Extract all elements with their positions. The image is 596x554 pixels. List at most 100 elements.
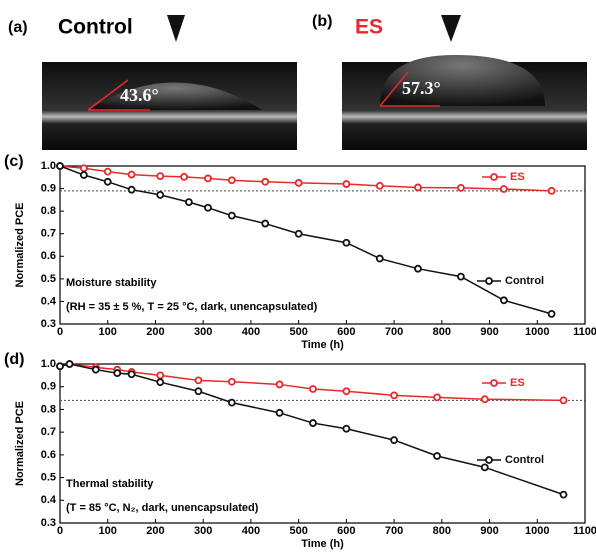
point: [194, 376, 203, 385]
point: [204, 174, 212, 183]
point: [156, 172, 165, 181]
point: [227, 377, 236, 386]
legend-label: Control: [505, 275, 544, 287]
x-tick-label: 0: [57, 525, 63, 537]
point: [103, 167, 112, 176]
panel-a: (a) Control 43.6°: [8, 15, 297, 150]
point: [390, 436, 398, 444]
x-tick-label: 400: [242, 326, 260, 338]
point: [127, 170, 136, 179]
point: [559, 490, 568, 499]
x-tick-label: 300: [194, 326, 212, 338]
x-tick-label: 0: [57, 326, 63, 338]
x-tick-label: 200: [146, 326, 164, 338]
y-tick-label: 0.8: [41, 403, 56, 415]
x-tick-label: 700: [385, 525, 403, 537]
tangent: [379, 71, 409, 107]
y-tick-label: 1.0: [41, 160, 56, 172]
x-tick-label: 700: [385, 326, 403, 338]
y-tick-label: 0.5: [41, 471, 56, 483]
x-tick-label: 900: [480, 525, 498, 537]
annotation: Thermal stability: [66, 478, 154, 490]
series-line: [59, 363, 564, 402]
y-tick-label: 0.3: [41, 318, 56, 330]
point: [375, 181, 384, 190]
x-tick-label: 200: [146, 525, 164, 537]
point: [499, 185, 508, 193]
point: [547, 309, 556, 318]
point: [275, 380, 284, 389]
angle-label: 57.3°: [402, 78, 441, 98]
y-tick-label: 0.9: [41, 182, 56, 194]
y-tick-label: 0.6: [41, 250, 56, 262]
point: [342, 180, 351, 188]
series-line: [59, 165, 552, 192]
point: [342, 387, 351, 396]
point: [547, 186, 556, 195]
x-tick-label: 1100: [573, 525, 596, 537]
point: [56, 162, 64, 170]
point: [180, 172, 188, 181]
point: [390, 391, 398, 400]
point: [559, 396, 568, 405]
point: [414, 183, 422, 192]
y-tick-label: 1.0: [41, 358, 56, 370]
panel-label: (d): [4, 351, 24, 368]
legend-label: ES: [510, 171, 525, 183]
y-axis-label: Normalized PCE: [14, 203, 26, 288]
plot-frame: [59, 165, 586, 325]
plot-frame: [59, 363, 586, 524]
x-tick-label: 100: [99, 525, 117, 537]
point: [480, 463, 489, 472]
x-tick-label: 300: [194, 525, 212, 537]
point: [91, 365, 100, 374]
point: [342, 238, 351, 247]
point: [309, 385, 317, 393]
point: [156, 378, 165, 387]
y-tick-label: 0.9: [41, 381, 56, 393]
x-tick-label: 900: [480, 326, 498, 338]
point: [156, 190, 165, 199]
needle: [441, 15, 461, 42]
annotation: (T = 85 °C, N₂, dark, unencapsulated): [66, 502, 259, 514]
point: [79, 164, 88, 173]
point: [127, 185, 136, 194]
panel-label: (a): [8, 19, 28, 36]
point: [79, 171, 88, 179]
panel-label: (b): [312, 13, 332, 30]
point: [127, 370, 136, 379]
x-tick-label: 800: [433, 525, 451, 537]
point: [56, 362, 64, 371]
series-line: [59, 165, 552, 315]
needle: [167, 15, 185, 42]
point: [227, 211, 236, 220]
y-tick-label: 0.7: [41, 426, 56, 438]
x-tick-label: 500: [289, 326, 307, 338]
legend-label: ES: [510, 377, 525, 389]
droplet: [380, 55, 545, 106]
point: [227, 398, 236, 407]
y-tick-label: 0.3: [41, 517, 56, 529]
point: [342, 424, 351, 433]
annotation: Moisture stability: [66, 277, 157, 289]
point: [294, 229, 303, 238]
legend-marker: [490, 379, 498, 387]
x-tick-label: 1100: [573, 326, 596, 338]
point: [227, 176, 236, 185]
legend-marker: [490, 173, 498, 181]
legend-label: Control: [505, 454, 544, 466]
y-axis-label: Normalized PCE: [14, 401, 26, 486]
x-axis-label: Time (h): [301, 538, 344, 550]
legend-marker: [485, 277, 493, 285]
panel-title: ES: [355, 16, 383, 39]
x-tick-label: 400: [242, 525, 260, 537]
point: [204, 203, 212, 212]
point: [457, 183, 465, 192]
y-tick-label: 0.5: [41, 273, 56, 285]
angle-label: 43.6°: [120, 85, 159, 105]
point: [457, 272, 465, 281]
y-tick-label: 0.6: [41, 449, 56, 461]
point: [275, 408, 284, 417]
point: [499, 296, 508, 305]
